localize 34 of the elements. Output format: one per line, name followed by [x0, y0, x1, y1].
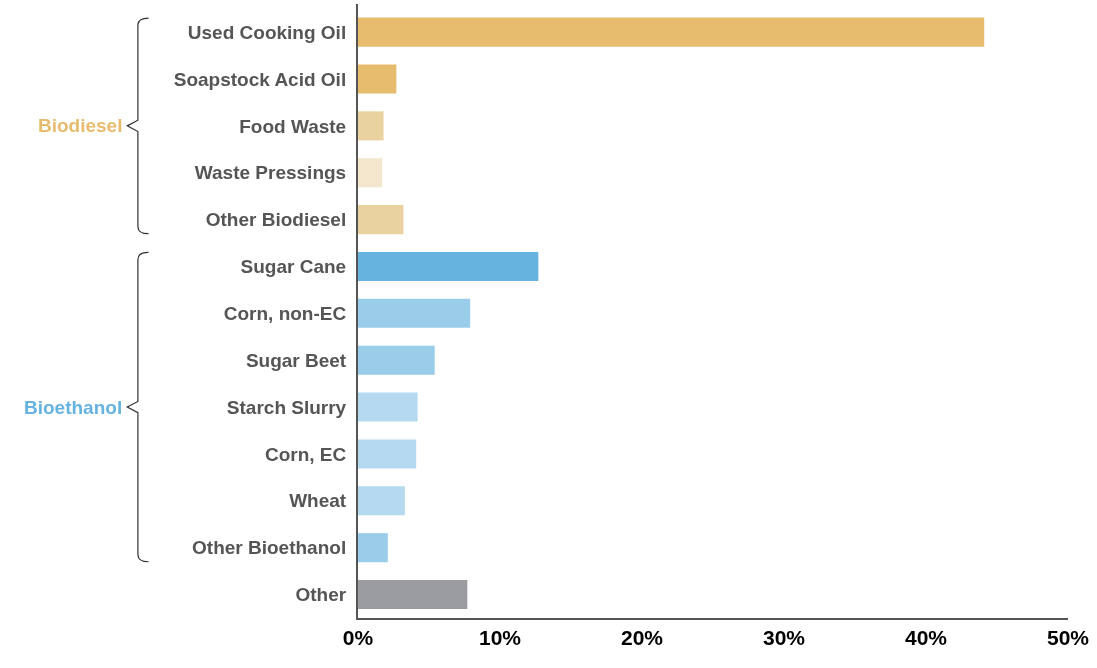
y-tick-label: Sugar Cane [240, 256, 347, 278]
y-tick-label: Corn, non-EC [223, 302, 347, 324]
bar [358, 251, 539, 281]
bar [358, 64, 397, 94]
y-tick-label: Soapstock Acid Oil [173, 68, 347, 90]
x-tick-label: 50% [1046, 626, 1090, 650]
x-tick-label: 30% [762, 626, 806, 650]
bar [358, 392, 418, 422]
y-tick-label: Other [295, 584, 347, 606]
y-tick-label: Corn, EC [264, 443, 347, 465]
bar [358, 345, 435, 375]
x-tick-label: 10% [478, 626, 522, 650]
y-tick-label: Starch Slurry [226, 396, 347, 418]
bar [358, 298, 471, 328]
bar [358, 533, 388, 563]
x-tick-label: 0% [342, 626, 374, 650]
x-tick-label: 20% [620, 626, 664, 650]
y-tick-label: Sugar Beet [245, 349, 347, 371]
text: Biodiesel [38, 115, 123, 136]
y-tick-label: Used Cooking Oil [187, 21, 347, 43]
bar [358, 158, 383, 188]
bar [358, 17, 985, 47]
bar [358, 580, 468, 610]
bar [358, 439, 417, 469]
y-tick-label: Other Biodiesel [205, 209, 347, 231]
text: Bioethanol [24, 397, 123, 418]
bar [358, 205, 404, 235]
y-tick-label: Food Waste [239, 115, 347, 137]
bar [358, 486, 405, 516]
y-tick-label: Waste Pressings [194, 162, 347, 184]
x-tick-label: 40% [904, 626, 948, 650]
y-tick-label: Wheat [289, 490, 347, 512]
y-tick-label: Other Bioethanol [192, 537, 347, 559]
bar [358, 111, 384, 141]
